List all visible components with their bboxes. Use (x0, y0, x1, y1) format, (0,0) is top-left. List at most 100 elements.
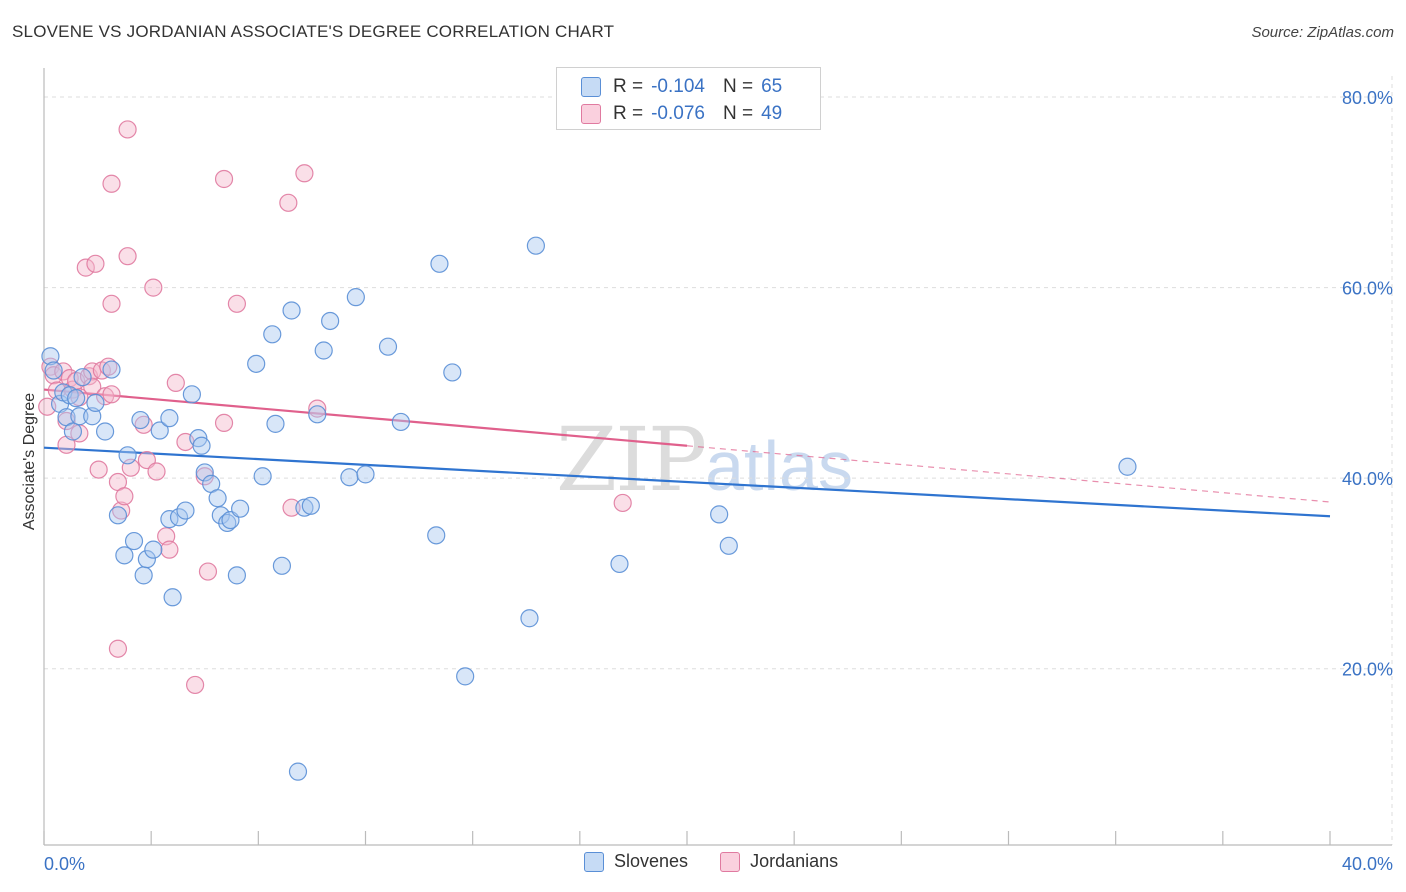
jordanian-point (108, 639, 128, 658)
jordanian-point (89, 460, 108, 479)
slovene-point (378, 337, 398, 356)
jordanian-point (76, 258, 95, 277)
legend-swatch-slovenes (581, 77, 601, 97)
legend-item-jordanians[interactable]: Jordanians (720, 851, 838, 872)
slovene-point (137, 550, 156, 569)
jordanian-point (54, 362, 73, 381)
slovene-point (314, 341, 333, 360)
jordanian-point (144, 278, 163, 297)
slovene-point (102, 360, 121, 379)
slovene-point (118, 446, 137, 465)
jordanian-point (295, 164, 314, 183)
slovene-point (272, 556, 292, 575)
jordanian-point (186, 675, 205, 695)
slovene-point (288, 762, 308, 781)
slovene-point (391, 412, 410, 432)
slovene-point (134, 566, 153, 585)
slovene-point (211, 506, 230, 525)
x-tick-label: 40.0% (1342, 854, 1393, 874)
slovene-trend-line (43, 446, 1331, 518)
jordanian-point (279, 193, 298, 212)
correlation-legend: R = -0.104 N = 65 R = -0.076 N = 49 (556, 67, 821, 130)
watermark: ZIPatlas (556, 408, 853, 511)
watermark-zip: ZIP (556, 408, 707, 511)
slovene-point (346, 288, 365, 307)
slovene-point (253, 467, 272, 486)
slovene-point (231, 499, 250, 518)
series-legend: Slovenes Jordanians (584, 851, 870, 872)
trend-lines (43, 388, 1331, 518)
jordanian-point (99, 357, 118, 376)
slovene-point (282, 301, 301, 320)
jordanian-point (86, 254, 105, 273)
slovene-point (108, 506, 128, 525)
legend-swatch-jordanians (581, 104, 601, 124)
slovene-point (95, 422, 115, 441)
slovene-point (427, 526, 446, 545)
slovene-point (67, 389, 86, 408)
y-tick-label: 80.0% (1342, 88, 1393, 108)
legend-r-value: -0.104 (651, 76, 705, 97)
jordanian-point (308, 399, 327, 418)
slovene-point (227, 566, 246, 585)
slovene-point (301, 496, 320, 515)
slovene-point (710, 505, 729, 524)
legend-r-value: -0.076 (651, 103, 705, 124)
slovene-point (182, 385, 201, 404)
jordanian-point (115, 487, 134, 506)
y-axis-title: Associate's Degree (21, 393, 38, 530)
jordanian-point (102, 385, 121, 404)
tick-labels: 20.0% 40.0% 60.0% 80.0% 0.0% 40.0% Associate's… (21, 88, 1393, 874)
y-tick-label: 60.0% (1342, 279, 1393, 299)
slovene-point (295, 498, 314, 517)
slovene-point (73, 368, 92, 387)
slovene-point (150, 421, 169, 440)
slovene-point (266, 414, 285, 433)
legend-n-label: N = (722, 76, 754, 97)
jordanian-point (118, 120, 137, 139)
legend-n-label: N = (722, 103, 754, 124)
jordanian-point (195, 467, 214, 486)
axes (43, 68, 1392, 846)
jordanian-point (214, 413, 234, 433)
slovene-point (308, 405, 327, 424)
chart-title: SLOVENE VS JORDANIAN ASSOCIATE'S DEGREE … (12, 22, 615, 41)
jordanian-point (282, 498, 301, 517)
jordanian-point (160, 540, 179, 559)
slovene-point (131, 410, 150, 430)
slovene-point (430, 254, 449, 273)
slovene-point (86, 393, 105, 413)
jordanian-trend-line (43, 388, 688, 447)
slovene-point (70, 407, 89, 426)
slovene-point (124, 531, 144, 551)
jordanian-point (227, 294, 246, 313)
slovene-point (169, 508, 189, 527)
jordanian-point (118, 247, 137, 266)
jordanian-point (102, 294, 121, 313)
slovene-point (247, 354, 266, 373)
jordanians-swatch (720, 851, 741, 872)
slovene-point (356, 465, 375, 484)
slovenes-label: Slovenes (614, 851, 689, 871)
jordanian-point (214, 169, 234, 189)
slovene-point (163, 588, 182, 607)
slovene-point (610, 554, 629, 574)
slovene-point (63, 422, 83, 441)
slovene-point (208, 489, 227, 508)
slovene-point (520, 609, 539, 628)
legend-n-value: 65 (761, 76, 783, 97)
slovene-point (526, 236, 545, 255)
data-points (38, 120, 1137, 781)
slovene-point (218, 513, 237, 533)
legend-row-slovenes: R = -0.104 N = 65 (581, 74, 782, 100)
legend-r-label: R = (613, 103, 644, 124)
jordanian-trend-line-extension (686, 445, 1331, 503)
slovene-point (719, 536, 738, 555)
x-tick-label: 0.0% (44, 854, 85, 874)
legend-item-slovenes[interactable]: Slovenes (584, 851, 688, 872)
slovene-point (192, 436, 211, 455)
slovene-point (83, 407, 102, 426)
jordanian-point (157, 527, 176, 546)
gridlines (44, 76, 1393, 845)
